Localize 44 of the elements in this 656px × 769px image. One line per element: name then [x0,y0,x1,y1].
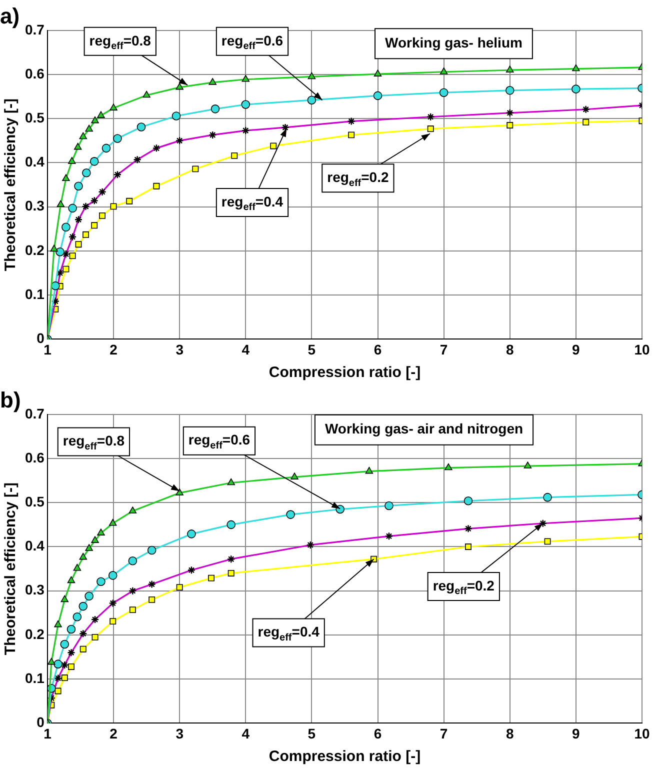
x-axis-title: Compression ratio [-] [268,364,421,382]
x-tick-label: 7 [440,725,448,742]
chart-title: a) [0,3,20,28]
y-axis-title: Theoretical efficiency [-] [2,98,20,272]
annotation: Working gas- air and nitrogen [324,420,524,437]
x-tick-label: 2 [110,725,118,742]
annotation: Working gas- helium [385,34,522,50]
x-tick-label: 1 [44,725,52,742]
y-axis-title: Theoretical efficiency [-] [2,482,20,656]
y-tick-label: 0.6 [24,449,45,466]
x-tick-label: 8 [506,725,514,742]
y-tick-label: 0 [36,714,45,730]
chart-title: b) [0,387,21,412]
x-tick-label: 5 [308,725,316,742]
x-tick-label: 2 [110,341,118,358]
y-tick-label: 0.5 [24,493,45,510]
x-tick-label: 3 [176,725,184,742]
y-tick-label: 0.2 [24,242,45,258]
x-tick-label: 4 [242,341,250,358]
x-tick-label: 9 [572,341,580,358]
y-tick-label: 0.7 [24,405,45,422]
x-tick-label: 4 [242,725,250,742]
x-tick-label: 10 [634,341,650,358]
y-tick-label: 0.4 [24,154,45,170]
x-tick-label: 3 [176,341,184,358]
y-tick-label: 0.2 [24,626,45,642]
x-tick-label: 9 [572,725,580,742]
x-tick-label: 5 [308,341,316,358]
y-tick-label: 0.4 [24,538,45,554]
x-axis-title: Compression ratio [-] [268,748,421,766]
x-tick-label: 10 [634,725,650,742]
y-tick-label: 0.1 [24,286,45,302]
x-tick-label: 8 [506,341,514,358]
x-tick-label: 1 [44,341,52,358]
y-tick-label: 0.3 [24,198,45,214]
x-tick-label: 6 [374,341,382,358]
y-tick-label: 0.3 [24,582,45,598]
y-tick-label: 0.6 [24,65,45,82]
y-tick-label: 0.7 [24,21,45,38]
y-tick-label: 0.1 [24,670,45,686]
x-tick-label: 7 [440,341,448,358]
y-tick-label: 0.5 [24,109,45,126]
y-tick-label: 0 [36,330,45,346]
x-tick-label: 6 [374,725,382,742]
